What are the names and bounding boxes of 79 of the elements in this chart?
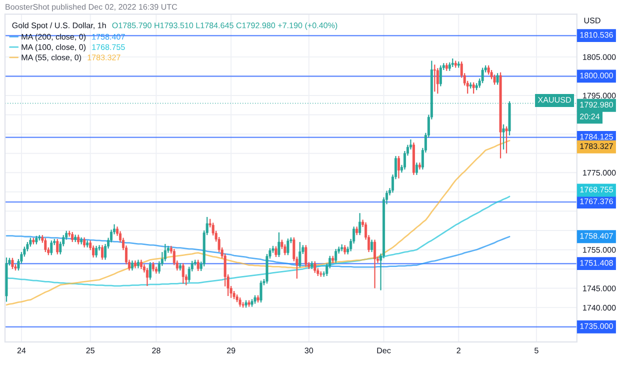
ref-line-label: 1810.536 — [580, 32, 613, 38]
candlestick — [304, 244, 308, 268]
annotation: 1783.327 — [88, 54, 120, 60]
candlestick — [502, 124, 505, 150]
y-axis-title: USD — [584, 18, 600, 24]
candlestick — [433, 64, 436, 92]
x-tick-label: 30 — [304, 348, 314, 354]
text: BoosterShot published Dec 02, 2022 16:39 UTC — [6, 4, 178, 12]
text: 1783.327 — [580, 143, 613, 150]
text: 20:24 — [580, 114, 600, 120]
text: 1758.407 — [580, 233, 613, 239]
candlestick — [182, 262, 184, 284]
y-tick-label: 1805.000 — [583, 54, 616, 60]
candlestick — [196, 259, 200, 272]
candlestick — [505, 126, 508, 154]
x-tick-label: 2 — [456, 348, 460, 354]
candlestick — [140, 259, 142, 270]
candlestick — [439, 64, 442, 87]
y-tick-label: 1740.000 — [583, 304, 616, 311]
candlestick — [71, 231, 74, 243]
candlestick — [238, 296, 242, 308]
candlestick — [146, 267, 148, 287]
candlestick — [95, 245, 98, 258]
x-tick-label: Dec — [377, 348, 391, 354]
candlestick — [487, 64, 490, 76]
candlestick — [11, 257, 14, 270]
candlestick — [83, 236, 86, 248]
candlestick — [481, 67, 484, 84]
ref-line-label: 1792.980 — [580, 102, 613, 108]
candlestick — [152, 262, 154, 272]
x-tick-label: 5 — [534, 348, 538, 354]
x-tick-label: 25 — [86, 348, 94, 354]
candlestick — [148, 262, 152, 280]
candlestick — [314, 260, 316, 274]
annotation: XAUUSD — [538, 96, 571, 103]
x-tick-label: 24 — [17, 348, 26, 354]
candlestick — [493, 74, 496, 86]
text: 1768.755 — [580, 186, 613, 192]
candlestick — [344, 244, 346, 255]
candlestick — [56, 238, 59, 255]
candlestick — [334, 248, 338, 264]
ref-line-label: 1800.000 — [580, 72, 613, 78]
ref-line-label: 1735.000 — [580, 323, 613, 330]
legend-label: MA (100, close, 0) — [22, 44, 86, 52]
candlestick — [92, 244, 95, 258]
candlestick — [164, 243, 166, 262]
candlestick — [50, 240, 53, 256]
candlestick — [436, 68, 439, 94]
y-tick-label: 1755.000 — [583, 247, 616, 253]
candlestick — [77, 234, 80, 245]
legend-label: MA (55, close, 0) — [22, 54, 82, 62]
x-tick-label: 28 — [152, 348, 160, 354]
candlestick — [286, 238, 290, 256]
ref-line-label: 1751.408 — [580, 260, 613, 266]
ref-line-label: 1767.376 — [580, 198, 613, 204]
candlestick — [274, 246, 278, 258]
line-series — [6, 140, 510, 306]
candlestick — [44, 238, 47, 253]
candlestick — [101, 244, 104, 260]
candlestick — [370, 239, 374, 253]
candlestick — [278, 232, 280, 258]
ref-line-label: 1784.125 — [580, 134, 613, 140]
text: O1785.790 H1793.510 L1784.645 C1792.980 +7.190 (+0.40%) — [112, 22, 338, 30]
candlestick — [298, 241, 302, 268]
x-tick-label: 29 — [226, 348, 236, 354]
candlestick — [260, 280, 262, 304]
text: Gold Spot / U.S. Dollar, 1h — [12, 22, 106, 30]
candlestick — [397, 155, 400, 179]
y-tick-label: 1775.000 — [583, 170, 616, 176]
candlestick — [284, 244, 286, 256]
y-tick-label: 1795.000 — [583, 92, 616, 98]
y-tick-label: 1745.000 — [583, 286, 616, 292]
candlestick — [374, 239, 376, 289]
candlestick — [415, 162, 418, 176]
candlestick — [130, 260, 134, 272]
candlestick — [358, 212, 362, 236]
candlestick — [472, 82, 475, 94]
annotation: 1768.755 — [92, 44, 125, 50]
candlestick — [496, 72, 499, 86]
